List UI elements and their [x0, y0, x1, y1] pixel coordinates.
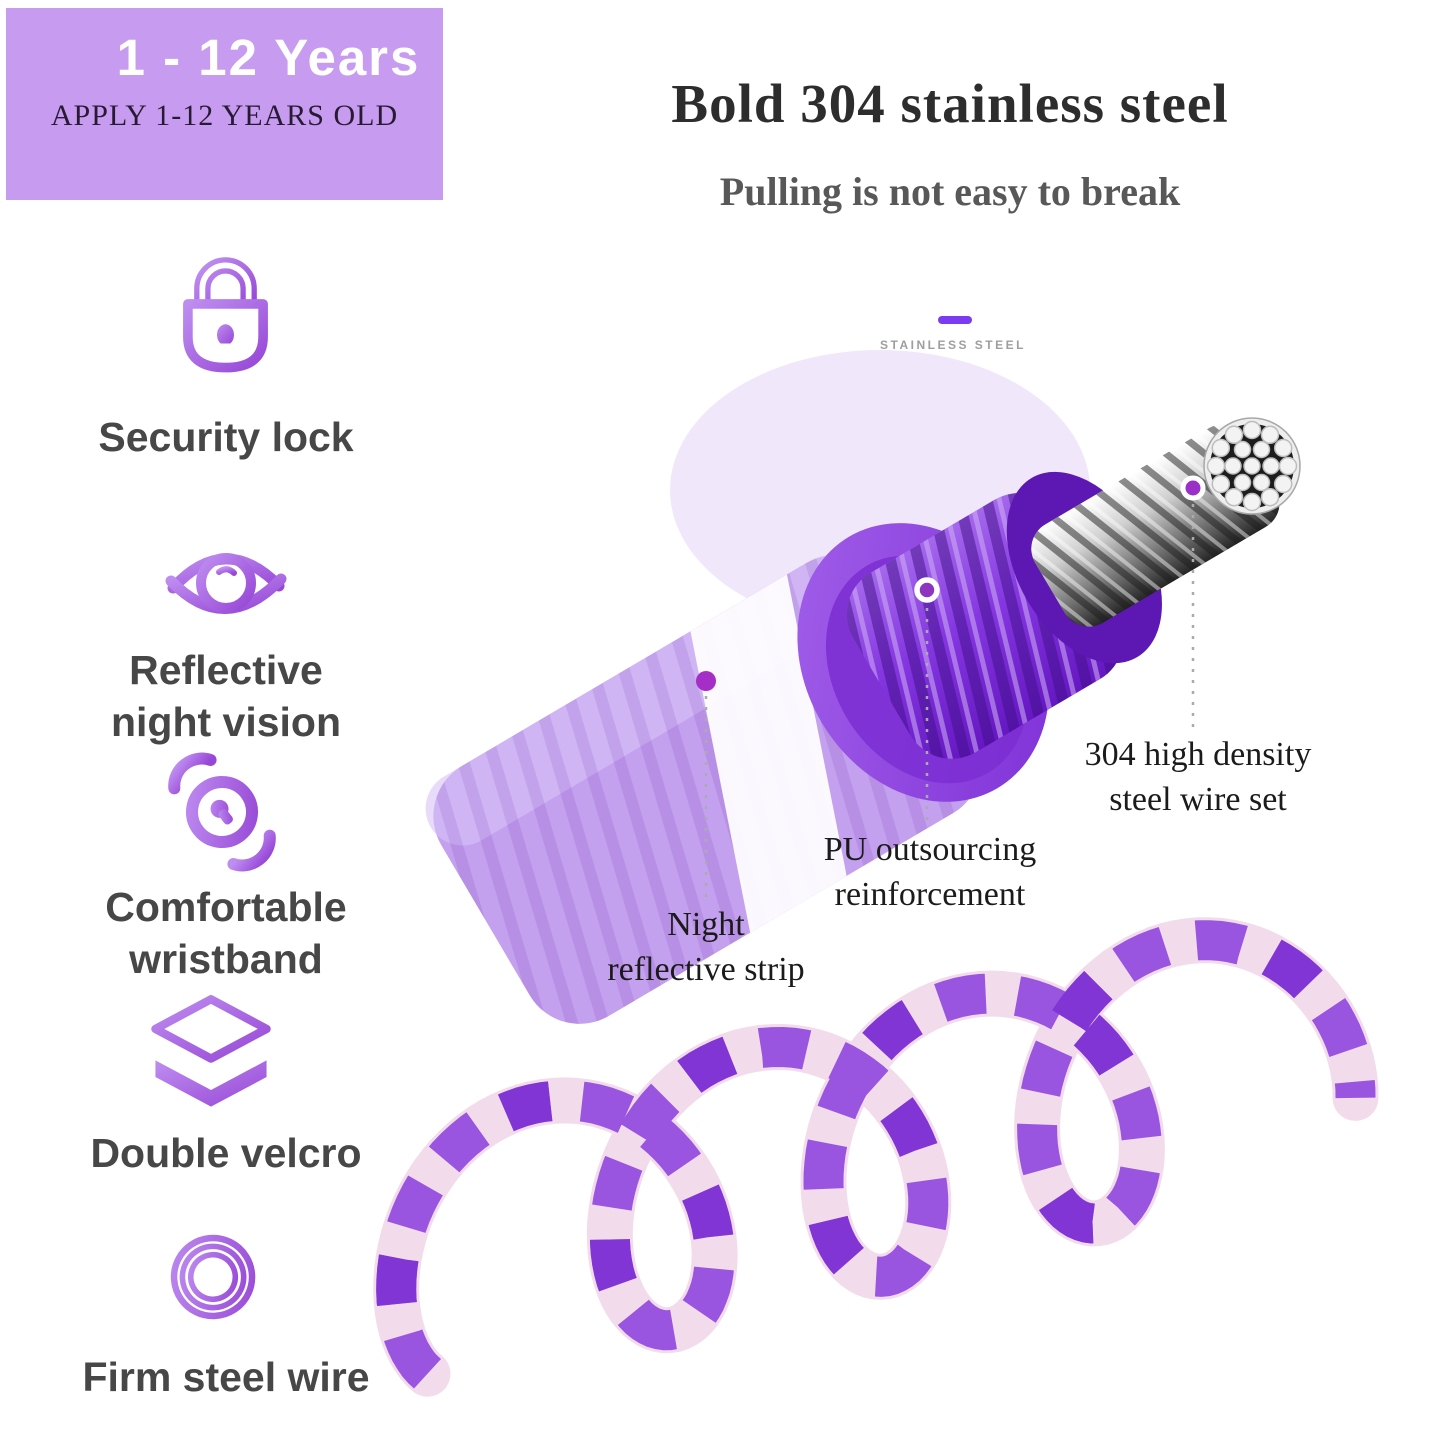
feature-label-velcro: Double velcro: [90, 1130, 362, 1176]
page-subtitle: Pulling is not easy to break: [719, 169, 1181, 214]
lock-icon: [183, 257, 268, 373]
layers-icon: [151, 995, 271, 1107]
eye-icon: [165, 553, 287, 614]
marker-dot-steel: [1180, 475, 1206, 501]
night-reflective-strip-band: [689, 569, 848, 938]
age-range-banner: 1 - 12 Years APPLY 1-12 YEARS OLD: [6, 8, 443, 200]
feature-label-steel-wire: Firm steel wire: [82, 1354, 370, 1400]
page-title: Bold 304 stainless steel: [671, 73, 1229, 134]
callout-pu-outsourcing: PU outsourcing reinforcement: [823, 831, 1037, 913]
marker-dot-night-strip: [696, 671, 716, 691]
callout-night-reflective-strip: Night reflective strip: [607, 906, 805, 988]
marker-dot-pu: [914, 577, 940, 603]
feature-label-wristband: Comfortable wristband: [105, 884, 347, 982]
wristband-icon: [168, 752, 276, 872]
callout-steel-wire-set: 304 high density steel wire set: [1084, 736, 1312, 818]
stainless-steel-tag: STAINLESS STEEL: [880, 338, 1026, 352]
age-range-text: 1 - 12 Years: [116, 29, 421, 86]
feature-label-reflective: Reflective night vision: [110, 647, 342, 745]
stainless-steel-dash: [938, 316, 972, 324]
steel-cross-section: [1203, 417, 1301, 515]
coil-cable-illustration: [373, 917, 1379, 1397]
coil-icon: [170, 1211, 256, 1343]
feature-label-security-lock: Security lock: [98, 414, 354, 460]
age-apply-text: APPLY 1-12 YEARS OLD: [50, 99, 399, 132]
